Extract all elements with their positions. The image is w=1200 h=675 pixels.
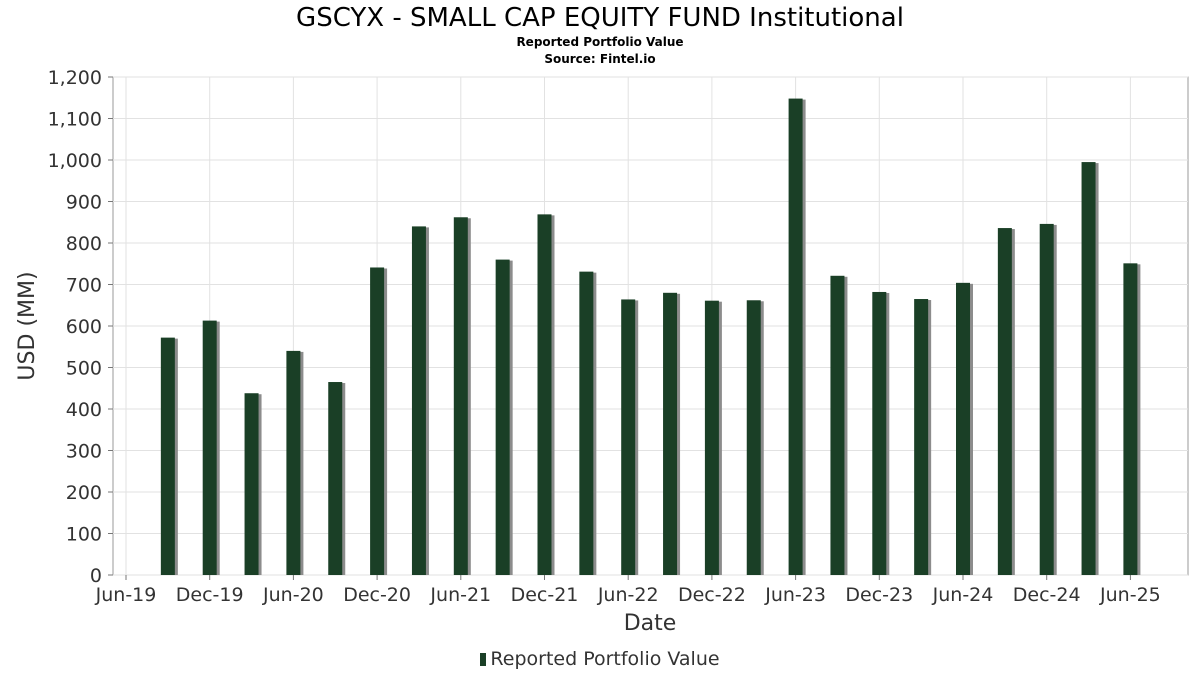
- bar: [914, 299, 929, 575]
- y-tick-label: 700: [66, 275, 102, 297]
- bar: [1123, 263, 1138, 575]
- bar: [956, 282, 970, 575]
- x-tick-label: Jun-25: [1099, 584, 1161, 606]
- y-tick-label: 900: [66, 192, 102, 214]
- y-tick-label: 1,000: [48, 150, 102, 172]
- bar: [202, 320, 217, 575]
- x-tick-label: Dec-23: [845, 584, 913, 606]
- y-tick-label: 600: [66, 316, 102, 338]
- x-tick-label: Dec-20: [343, 584, 411, 606]
- x-tick-label: Dec-22: [678, 584, 746, 606]
- y-tick-label: 300: [66, 441, 102, 463]
- x-tick-label: Jun-23: [764, 584, 826, 606]
- x-tick-label: Jun-20: [262, 584, 324, 606]
- bar: [411, 226, 426, 575]
- bar: [160, 337, 175, 575]
- y-tick-label: 0: [90, 565, 102, 587]
- legend-swatch: [480, 653, 487, 666]
- bar: [704, 300, 719, 575]
- bar: [997, 228, 1012, 575]
- x-tick-label: Dec-24: [1013, 584, 1081, 606]
- legend: Reported Portfolio Value: [0, 648, 1200, 670]
- bar: [663, 292, 678, 575]
- y-tick-label: 1,100: [48, 109, 102, 131]
- y-tick-label: 100: [66, 524, 102, 546]
- y-tick-label: 800: [66, 233, 102, 255]
- chart-subtitle: Reported Portfolio Value: [516, 35, 684, 49]
- x-tick-label: Jun-21: [429, 584, 491, 606]
- bar: [579, 271, 594, 575]
- y-tick-label: 1,200: [48, 67, 102, 89]
- y-tick-label: 500: [66, 358, 102, 380]
- bar: [495, 259, 510, 575]
- bar: [872, 291, 887, 575]
- y-tick-label: 200: [66, 482, 102, 504]
- x-tick-label: Jun-19: [95, 584, 157, 606]
- bar-series: [160, 98, 1141, 576]
- x-tick-label: Dec-19: [176, 584, 244, 606]
- bar: [244, 393, 259, 575]
- x-axis-label: Date: [624, 611, 677, 636]
- bar: [370, 267, 385, 575]
- bar: [788, 98, 803, 575]
- y-axis-label: USD (MM): [15, 271, 40, 380]
- bar: [453, 217, 468, 575]
- chart-title: GSCYX - SMALL CAP EQUITY FUND Institutio…: [296, 3, 904, 33]
- bar: [328, 382, 343, 575]
- y-axis: 0 100 200 300 400 500 600 700 800 900 1,000 1,100 1,…: [48, 67, 113, 587]
- bar: [286, 350, 301, 575]
- y-tick-label: 400: [66, 399, 102, 421]
- bar: [621, 299, 636, 575]
- bar: [537, 214, 552, 576]
- x-tick-label: Dec-21: [511, 584, 579, 606]
- bar: [1039, 223, 1054, 575]
- bar: [746, 300, 761, 575]
- legend-label: Reported Portfolio Value: [490, 648, 720, 670]
- x-axis: Jun-19 Dec-19 Jun-20 Dec-20 Jun-21 Dec-21 Jun-…: [95, 575, 1161, 606]
- chart-source: Source: Fintel.io: [544, 52, 656, 66]
- x-tick-label: Jun-24: [932, 584, 994, 606]
- x-tick-label: Jun-22: [597, 584, 659, 606]
- bar: [830, 275, 845, 575]
- bar: [1081, 162, 1096, 575]
